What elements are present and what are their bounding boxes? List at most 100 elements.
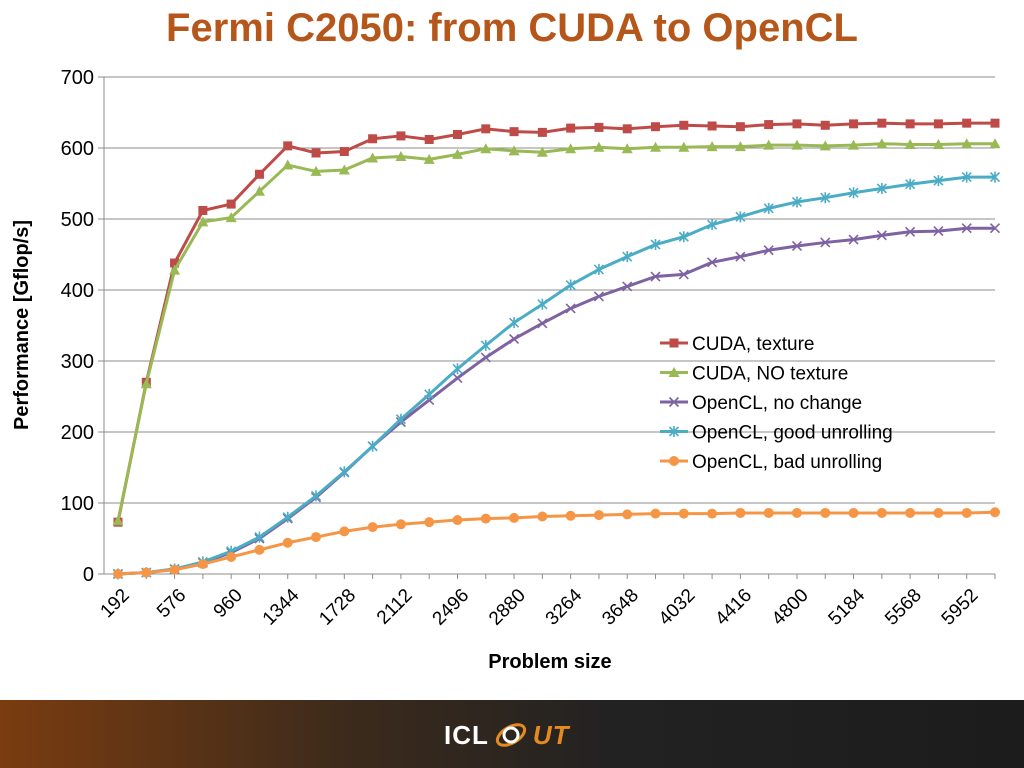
logo-left-text: ICL — [444, 719, 489, 750]
data-point — [763, 202, 774, 214]
y-tick-label: 300 — [61, 351, 94, 373]
data-point — [989, 223, 1001, 234]
data-point — [537, 318, 548, 329]
data-point — [792, 119, 802, 129]
data-point — [311, 532, 322, 543]
data-series — [112, 118, 1001, 580]
data-point — [282, 511, 293, 523]
x-tick-label: 5952 — [938, 585, 983, 630]
y-tick-label: 200 — [61, 422, 94, 444]
data-point — [452, 363, 463, 375]
data-point — [225, 212, 237, 223]
data-point — [565, 279, 576, 291]
data-point — [707, 219, 718, 231]
x-tick-label: 576 — [153, 585, 190, 622]
series-line — [116, 142, 995, 522]
data-point — [849, 119, 859, 129]
data-point — [169, 564, 180, 575]
data-point — [876, 507, 887, 518]
legend-marker — [669, 338, 679, 348]
data-point — [734, 141, 746, 152]
data-point — [197, 559, 208, 570]
series-opencl-bad-unrolling — [113, 507, 1000, 579]
data-point — [198, 205, 208, 215]
data-point — [170, 258, 180, 268]
data-point — [593, 263, 605, 275]
data-point — [904, 138, 916, 149]
data-point — [169, 264, 181, 275]
x-tick-label: 4416 — [711, 585, 756, 630]
x-tick-label: 1728 — [315, 585, 360, 630]
data-point — [961, 507, 972, 518]
data-point — [622, 124, 632, 134]
x-tick-label: 2112 — [373, 585, 417, 629]
data-point — [537, 298, 548, 310]
legend-label: CUDA, texture — [692, 334, 814, 355]
series-cuda-texture — [113, 118, 1000, 527]
data-point — [254, 544, 265, 555]
data-point — [452, 372, 463, 384]
line-chart: 0 100 200 300 400 500 600 700 192 576 960 1344 1728 2… — [11, 67, 1001, 673]
data-point — [140, 378, 152, 389]
data-point — [622, 281, 633, 292]
data-point — [848, 234, 859, 245]
data-point — [962, 118, 972, 128]
slide-title: Fermi C2050: from CUDA to OpenCL — [166, 6, 858, 50]
data-point — [338, 164, 350, 175]
data-point — [877, 118, 887, 128]
legend-item: OpenCL, bad unrolling — [660, 452, 882, 473]
data-point — [791, 240, 803, 252]
data-point — [367, 152, 379, 163]
legend-item: CUDA, NO texture — [660, 364, 848, 385]
data-point — [621, 143, 633, 154]
data-point — [735, 251, 746, 262]
orbit-logo-icon — [495, 723, 526, 747]
data-point — [339, 466, 350, 478]
data-point — [650, 271, 661, 282]
data-point — [848, 187, 859, 199]
logo-right-text: UT — [532, 719, 570, 750]
x-tick-label: 2880 — [485, 585, 530, 630]
series-line — [117, 226, 995, 576]
data-point — [735, 507, 746, 518]
data-point — [707, 508, 718, 519]
data-point — [763, 139, 775, 150]
data-point — [339, 526, 350, 537]
data-point — [566, 123, 576, 133]
data-point — [395, 519, 406, 530]
x-axis-title: Problem size — [488, 651, 611, 673]
data-point — [876, 182, 887, 194]
y-tick-label: 100 — [61, 493, 94, 515]
data-point — [876, 138, 888, 149]
data-point — [141, 567, 152, 578]
legend-label: OpenCL, bad unrolling — [692, 452, 882, 473]
y-tick-label: 0 — [83, 564, 94, 586]
data-point — [622, 509, 633, 520]
data-point — [480, 513, 491, 524]
data-point — [395, 413, 406, 425]
data-point — [707, 257, 718, 268]
data-point — [481, 124, 491, 134]
data-point — [651, 122, 661, 132]
data-point — [820, 507, 831, 518]
data-point — [565, 303, 576, 314]
legend-label: OpenCL, no change — [692, 393, 862, 414]
data-point — [650, 239, 661, 251]
data-point — [226, 551, 237, 562]
data-point — [451, 148, 463, 159]
data-point — [253, 185, 265, 196]
data-point — [763, 245, 774, 256]
data-point — [905, 226, 916, 237]
data-point — [565, 143, 577, 154]
data-point — [537, 511, 548, 522]
data-point — [905, 178, 916, 190]
data-point — [537, 127, 547, 137]
x-tick-label: 1344 — [259, 585, 304, 630]
data-point — [311, 148, 321, 158]
data-point — [933, 175, 944, 187]
data-point — [452, 515, 463, 526]
data-point — [961, 223, 972, 234]
y-tick-label: 400 — [61, 280, 94, 302]
data-point — [508, 317, 520, 329]
data-point — [480, 352, 491, 363]
